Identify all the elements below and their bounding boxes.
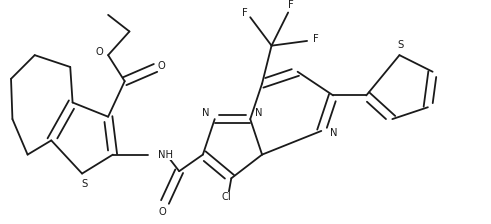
Text: S: S bbox=[82, 179, 87, 189]
Text: N: N bbox=[202, 108, 210, 118]
Text: N: N bbox=[255, 108, 263, 118]
Text: N: N bbox=[330, 128, 337, 138]
Text: NH: NH bbox=[158, 150, 173, 160]
Text: S: S bbox=[397, 40, 404, 50]
Text: O: O bbox=[157, 60, 165, 71]
Text: F: F bbox=[313, 34, 319, 43]
Text: F: F bbox=[288, 0, 294, 10]
Text: Cl: Cl bbox=[221, 192, 231, 202]
Text: F: F bbox=[242, 8, 247, 17]
Text: O: O bbox=[159, 207, 166, 218]
Text: O: O bbox=[96, 47, 104, 57]
